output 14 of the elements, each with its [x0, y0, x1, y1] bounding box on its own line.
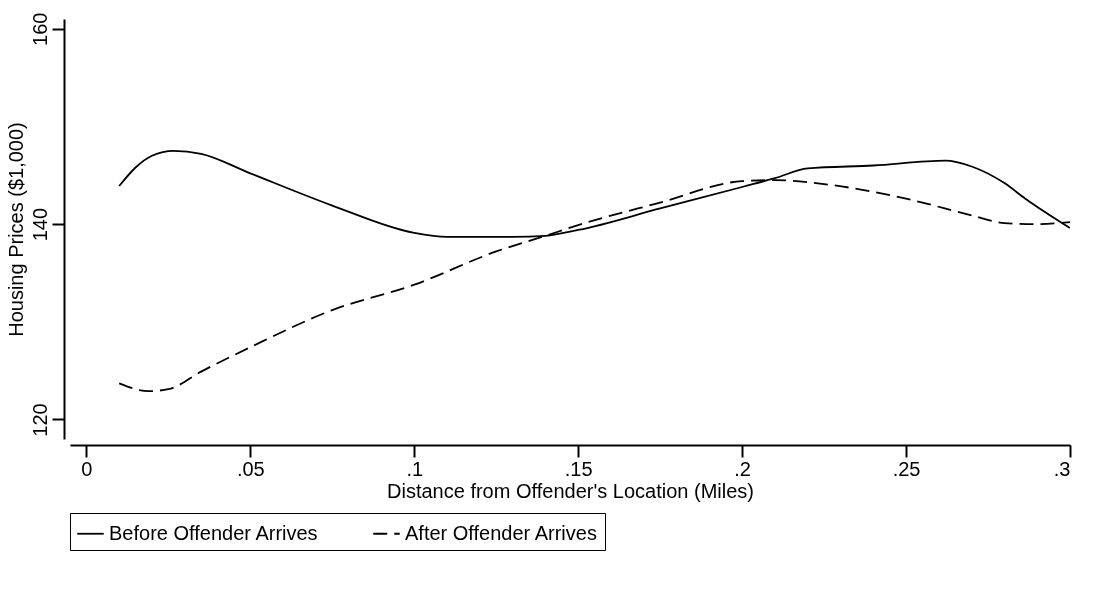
- y-tick-label: 120: [28, 403, 51, 437]
- legend-label: After Offender Arrives: [405, 521, 597, 544]
- x-tick-label: .2: [734, 457, 751, 480]
- x-tick-label: .05: [236, 457, 265, 480]
- x-axis-title: Distance from Offender's Location (Miles): [387, 479, 754, 502]
- y-tick-label: 160: [28, 12, 51, 46]
- x-tick-label: .1: [406, 457, 424, 480]
- x-tick-label: .25: [892, 457, 921, 480]
- x-tick-label: 0: [81, 457, 93, 480]
- y-axis-title: Housing Prices ($1,000): [4, 122, 27, 337]
- x-tick-label: .15: [564, 457, 593, 480]
- x-tick-label: .3: [1053, 457, 1071, 480]
- y-tick-label: 140: [28, 207, 51, 242]
- legend-label: Before Offender Arrives: [109, 521, 318, 544]
